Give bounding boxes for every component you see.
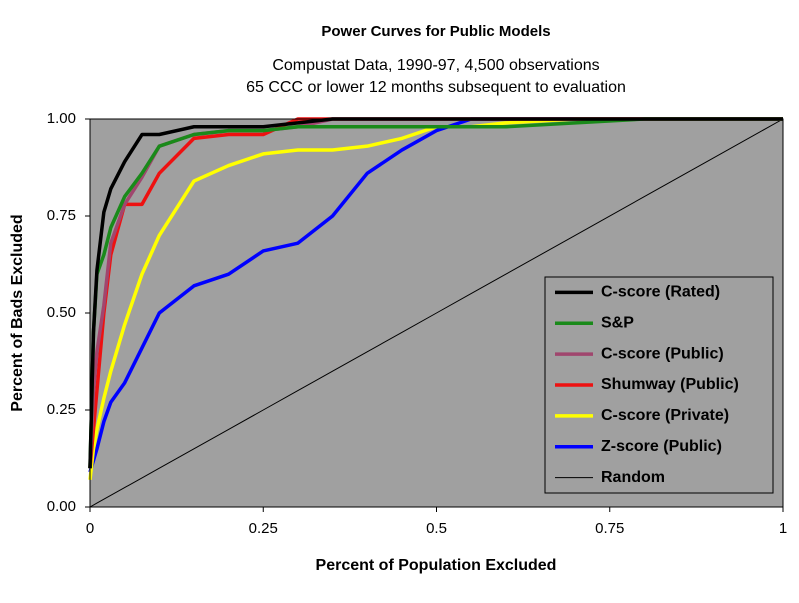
x-tick-label: 1 xyxy=(779,520,787,537)
legend-label: Random xyxy=(601,469,665,486)
y-axis-title: Percent of Bads Excluded xyxy=(9,214,26,411)
y-tick-label: 0.50 xyxy=(47,304,76,321)
y-tick-label: 0.75 xyxy=(47,207,76,224)
x-tick-label: 0.25 xyxy=(249,520,278,537)
x-axis-title: Percent of Population Excluded xyxy=(316,557,557,574)
series-line xyxy=(89,118,784,508)
legend-label: C-score (Private) xyxy=(601,407,729,424)
x-tick-label: 0.75 xyxy=(595,520,624,537)
x-tick-label: 0 xyxy=(86,520,94,537)
legend-label: Z-score (Public) xyxy=(601,438,722,455)
chart-subtitle: Compustat Data, 1990-97, 4,500 observati… xyxy=(272,57,599,74)
plot-border xyxy=(89,118,784,508)
series-line xyxy=(88,117,783,481)
chart-subtitle: 65 CCC or lower 12 months subsequent to … xyxy=(246,79,626,96)
x-tick-label: 0.5 xyxy=(426,520,447,537)
series-line xyxy=(88,117,783,469)
legend-label: C-score (Rated) xyxy=(601,284,720,301)
legend-label: Shumway (Public) xyxy=(601,376,739,393)
legend-label: S&P xyxy=(601,315,634,332)
y-tick-label: 0.00 xyxy=(47,498,76,515)
chart-title: Power Curves for Public Models xyxy=(321,23,550,40)
y-tick-label: 0.25 xyxy=(47,401,76,418)
y-tick-label: 1.00 xyxy=(47,110,76,127)
legend-label: C-score (Public) xyxy=(601,345,724,362)
